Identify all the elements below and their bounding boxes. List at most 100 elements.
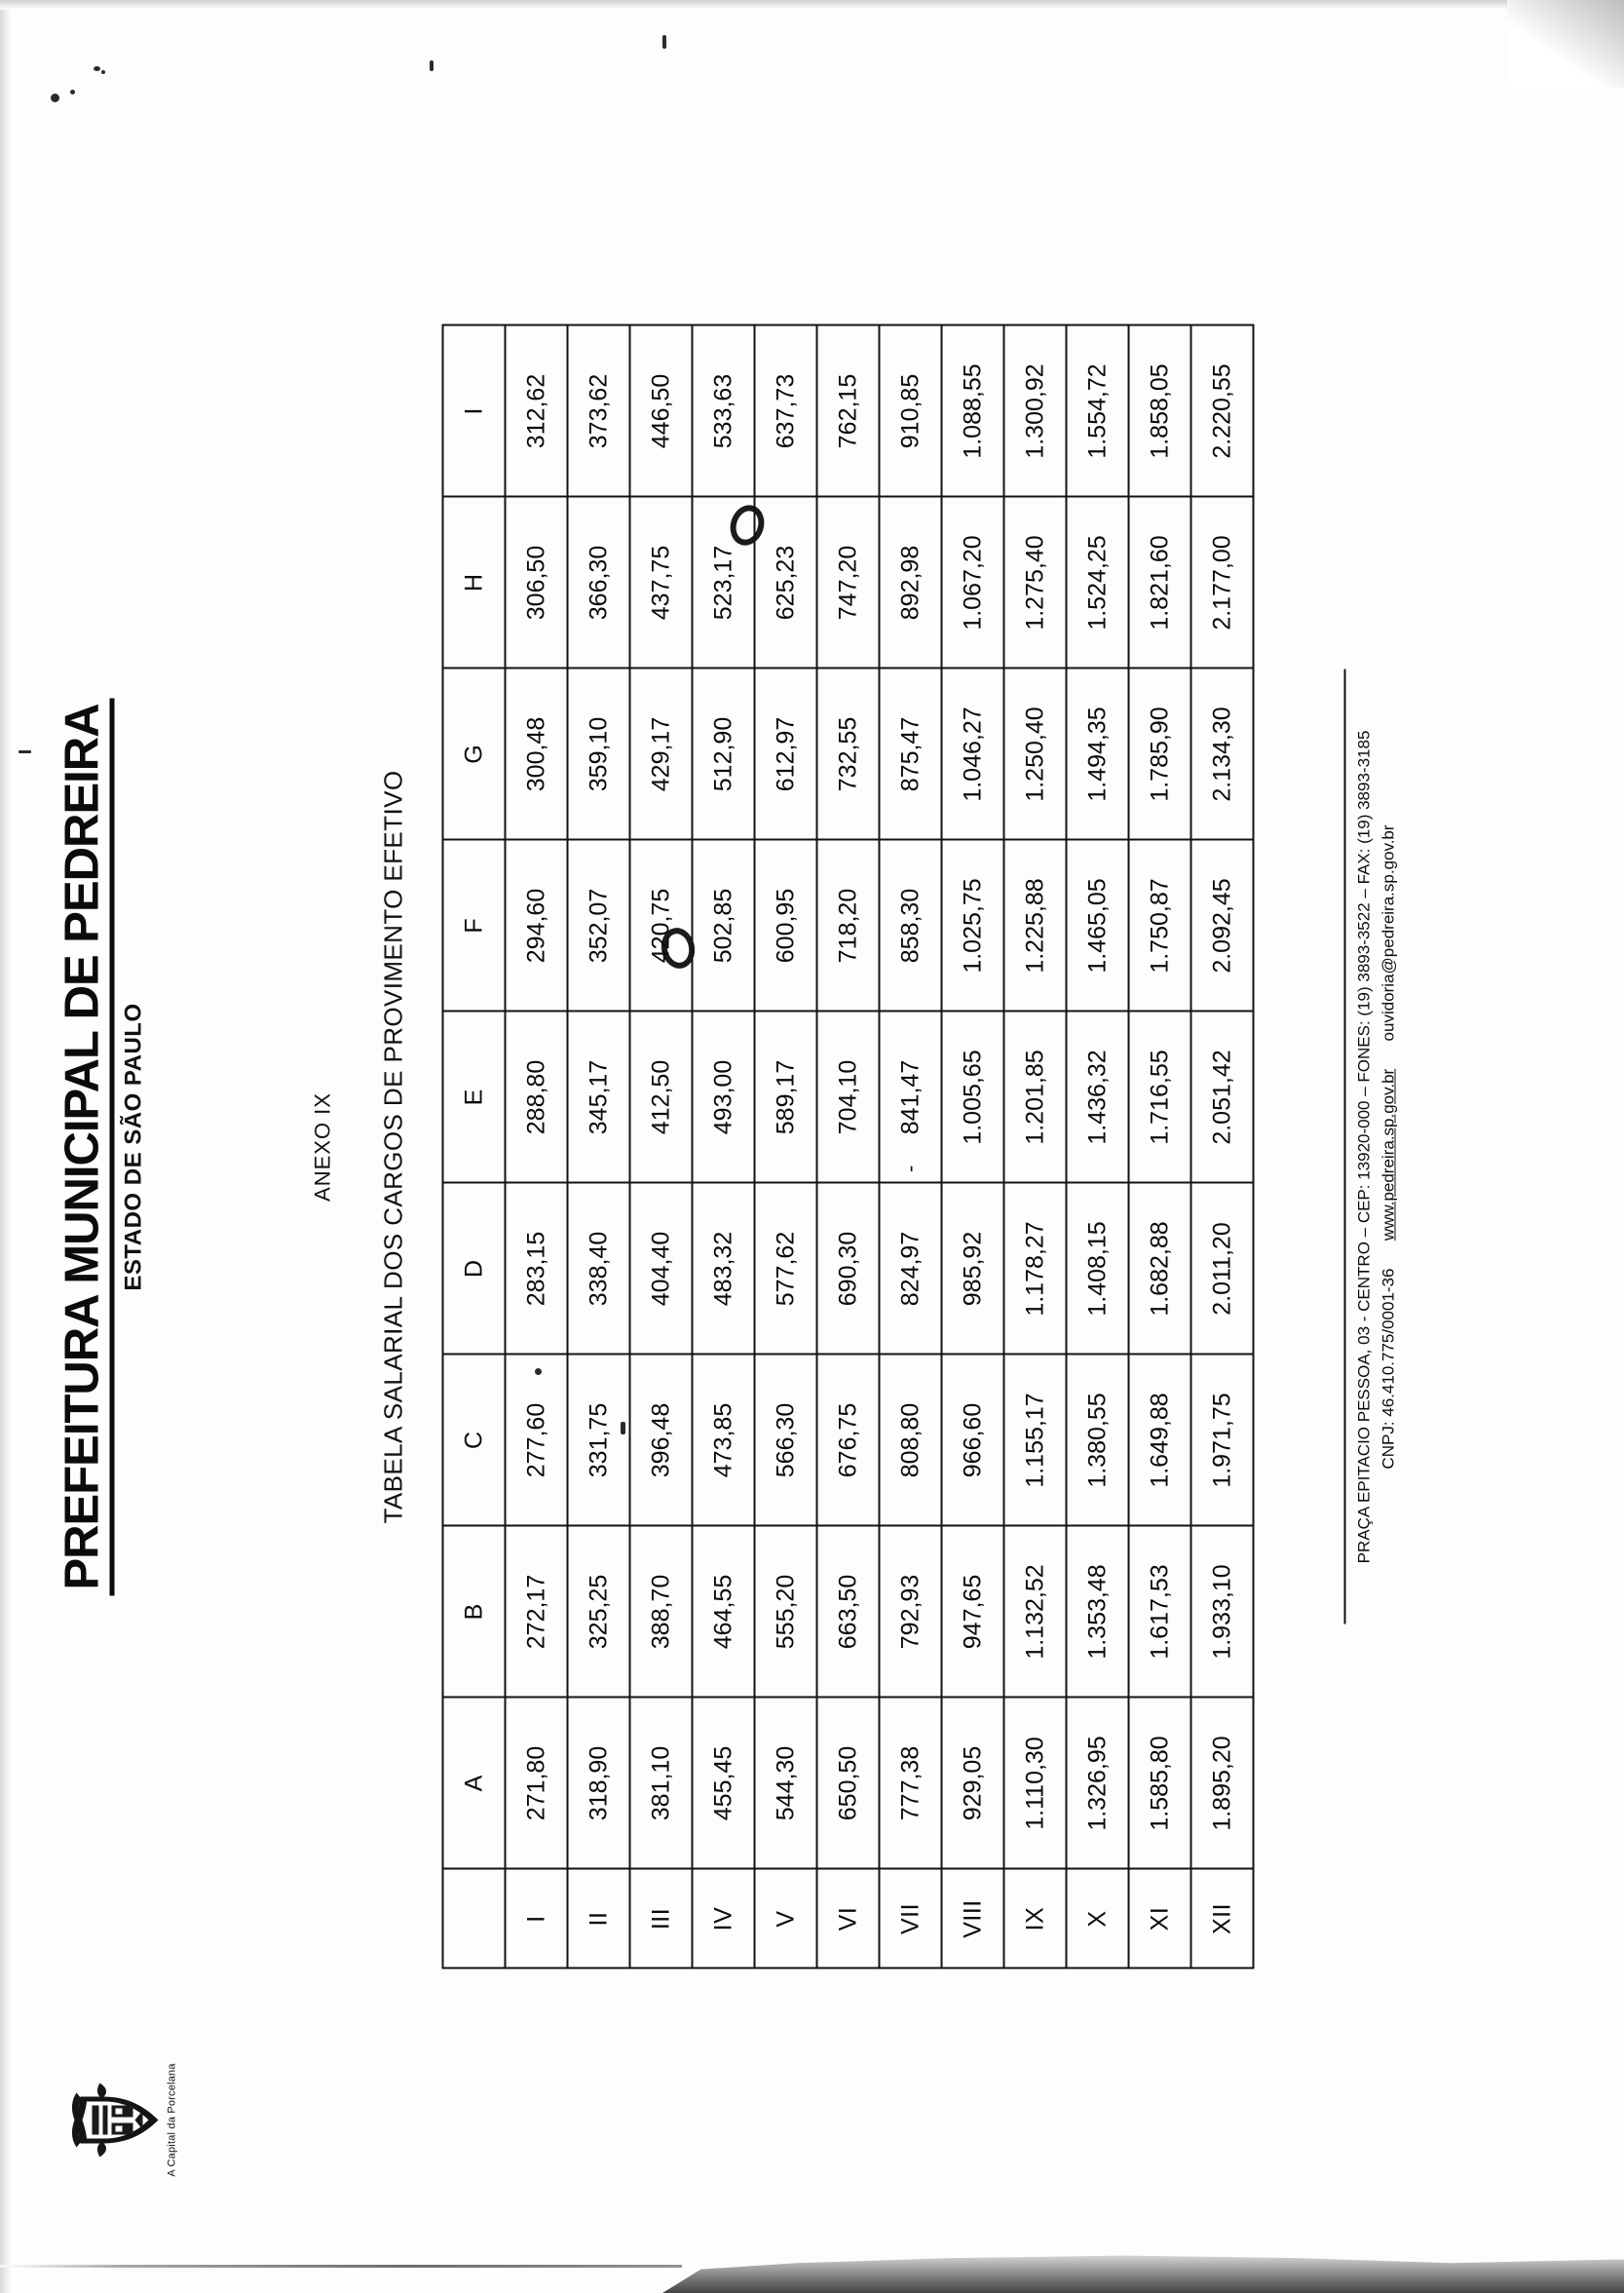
cell-value: 366,30 bbox=[567, 496, 629, 669]
cell-value: 966,60 bbox=[941, 1354, 1003, 1526]
cell-value: 1.326,95 bbox=[1066, 1697, 1128, 1869]
scan-speck bbox=[94, 66, 100, 71]
cell-value: 512,90 bbox=[692, 668, 754, 840]
cell-value: 2.220,55 bbox=[1190, 325, 1253, 497]
title-block: PREFEITURA MUNICIPAL DE PEDREIRA ESTADO … bbox=[53, 94, 147, 2199]
cell-value: 429,17 bbox=[629, 668, 692, 840]
cell-value: 373,62 bbox=[567, 325, 629, 497]
salary-table-body: I 271,80 272,17 277,60 283,15 288,80 294… bbox=[505, 325, 1253, 1968]
cell-value: 1.067,20 bbox=[941, 496, 1003, 669]
cell-value: 625,23 bbox=[754, 496, 816, 669]
row-label: IV bbox=[692, 1868, 754, 1968]
footer-contact-row: CNPJ: 46.410.775/0001-36 www.pedreira.sp… bbox=[1378, 94, 1400, 2199]
row-label: II bbox=[567, 1868, 629, 1968]
table-row: VI 650,50 663,50 676,75 690,30 704,10 71… bbox=[816, 325, 879, 1968]
row-label: VII bbox=[879, 1868, 941, 1968]
cell-value: 762,15 bbox=[816, 325, 879, 497]
cell-value: 1.524,25 bbox=[1066, 496, 1128, 669]
cell-value: 420,75 bbox=[629, 839, 692, 1012]
cell-value: 1.005,65 bbox=[941, 1011, 1003, 1183]
footer-website-link[interactable]: www.pedreira.sp.gov.br bbox=[1378, 1068, 1397, 1241]
cell-value: 566,30 bbox=[754, 1354, 816, 1526]
cell-value: 2.177,00 bbox=[1190, 496, 1253, 669]
scan-edge-top bbox=[0, 0, 1624, 10]
footer-cnpj: CNPJ: 46.410.775/0001-36 bbox=[1378, 1268, 1397, 1470]
table-row: III 381,10 388,70 396,48 404,40 412,50 4… bbox=[629, 325, 692, 1968]
row-label: I bbox=[505, 1868, 567, 1968]
cell-value: 1.554,72 bbox=[1066, 325, 1128, 497]
coat-of-arms-icon: PEDREIRA bbox=[70, 2075, 164, 2164]
cell-value: 1.110,30 bbox=[1003, 1697, 1066, 1869]
scan-speck bbox=[430, 60, 434, 71]
cell-value: 272,17 bbox=[505, 1525, 567, 1698]
cell-value: 404,40 bbox=[629, 1182, 692, 1355]
cell-value: 1.617,53 bbox=[1128, 1525, 1190, 1698]
cell-value: 929,05 bbox=[941, 1697, 1003, 1869]
cell-value: 1.649,88 bbox=[1128, 1354, 1190, 1526]
cell-value: 1.300,92 bbox=[1003, 325, 1066, 497]
cell-value: 732,55 bbox=[816, 668, 879, 840]
cell-value: 808,80 bbox=[879, 1354, 941, 1526]
column-header-d: D bbox=[442, 1182, 505, 1355]
scan-speck bbox=[70, 90, 75, 95]
footer-address: PRAÇA EPITACIO PESSOA, 03 - CENTRO – CEP… bbox=[1354, 730, 1373, 1563]
cell-value: 1.408,15 bbox=[1066, 1182, 1128, 1355]
table-row: VII 777,38 792,93 808,80 824,97 841,47 8… bbox=[879, 325, 941, 1968]
cell-value: 1.858,05 bbox=[1128, 325, 1190, 497]
document-footer: PRAÇA EPITACIO PESSOA, 03 - CENTRO – CEP… bbox=[1343, 94, 1400, 2199]
scan-edge-left bbox=[0, 0, 14, 2293]
table-title: TABELA SALARIAL DOS CARGOS DE PROVIMENTO… bbox=[378, 770, 407, 1523]
cell-value: 2.092,45 bbox=[1190, 839, 1253, 1012]
cell-value: 1.025,75 bbox=[941, 839, 1003, 1012]
scan-speck bbox=[19, 750, 31, 753]
salary-table-wrapper: A B C D E F G H I I bbox=[441, 94, 1254, 2199]
scan-speck bbox=[621, 1422, 625, 1434]
cell-value: 544,30 bbox=[754, 1697, 816, 1869]
cell-value: 858,30 bbox=[879, 839, 941, 1012]
cell-value: 437,75 bbox=[629, 496, 692, 669]
cell-value: 331,75 bbox=[567, 1354, 629, 1526]
column-header-h: H bbox=[442, 496, 505, 669]
cell-value: 1.353,48 bbox=[1066, 1525, 1128, 1698]
cell-value: 910,85 bbox=[879, 325, 941, 497]
cell-value: 483,32 bbox=[692, 1182, 754, 1355]
cell-value: 1.275,40 bbox=[1003, 496, 1066, 669]
cell-value: 1.585,80 bbox=[1128, 1697, 1190, 1869]
cell-value: 892,98 bbox=[879, 496, 941, 669]
cell-value: 1.785,90 bbox=[1128, 668, 1190, 840]
row-label: IX bbox=[1003, 1868, 1066, 1968]
cell-value: 312,62 bbox=[505, 325, 567, 497]
row-label: XI bbox=[1128, 1868, 1190, 1968]
cell-value: 1.225,88 bbox=[1003, 839, 1066, 1012]
document-header: PEDREIRA A Capital da Porcelana PREFEITU… bbox=[53, 94, 238, 2199]
table-corner-cell bbox=[442, 1868, 505, 1968]
cell-value: 1.716,55 bbox=[1128, 1011, 1190, 1183]
scan-speck bbox=[535, 1368, 542, 1375]
table-header-row: A B C D E F G H I bbox=[442, 325, 505, 1968]
table-row: V 544,30 555,20 566,30 577,62 589,17 600… bbox=[754, 325, 816, 1968]
cell-value: 359,10 bbox=[567, 668, 629, 840]
cell-value: 446,50 bbox=[629, 325, 692, 497]
cell-value: 473,85 bbox=[692, 1354, 754, 1526]
cell-value: 318,90 bbox=[567, 1697, 629, 1869]
salary-table-head: A B C D E F G H I bbox=[442, 325, 505, 1968]
row-label: XII bbox=[1190, 1868, 1253, 1968]
cell-value: 1.178,27 bbox=[1003, 1182, 1066, 1355]
cell-value: 1.682,88 bbox=[1128, 1182, 1190, 1355]
cell-value: 747,20 bbox=[816, 496, 879, 669]
scan-bottom-line bbox=[0, 2265, 682, 2268]
cell-value: 612,97 bbox=[754, 668, 816, 840]
page-title: PREFEITURA MUNICIPAL DE PEDREIRA bbox=[56, 697, 114, 1596]
table-row: IX 1.110,30 1.132,52 1.155,17 1.178,27 1… bbox=[1003, 325, 1066, 1968]
cell-value: 345,17 bbox=[567, 1011, 629, 1183]
cell-value: 663,50 bbox=[816, 1525, 879, 1698]
column-header-a: A bbox=[442, 1697, 505, 1869]
cell-value: 493,00 bbox=[692, 1011, 754, 1183]
cell-value: 2.134,30 bbox=[1190, 668, 1253, 840]
cell-value: 338,40 bbox=[567, 1182, 629, 1355]
scan-corner-artifact bbox=[1507, 0, 1624, 88]
cell-value: 271,80 bbox=[505, 1697, 567, 1869]
cell-value: 277,60 bbox=[505, 1354, 567, 1526]
cell-value: 283,15 bbox=[505, 1182, 567, 1355]
cell-value: 792,93 bbox=[879, 1525, 941, 1698]
